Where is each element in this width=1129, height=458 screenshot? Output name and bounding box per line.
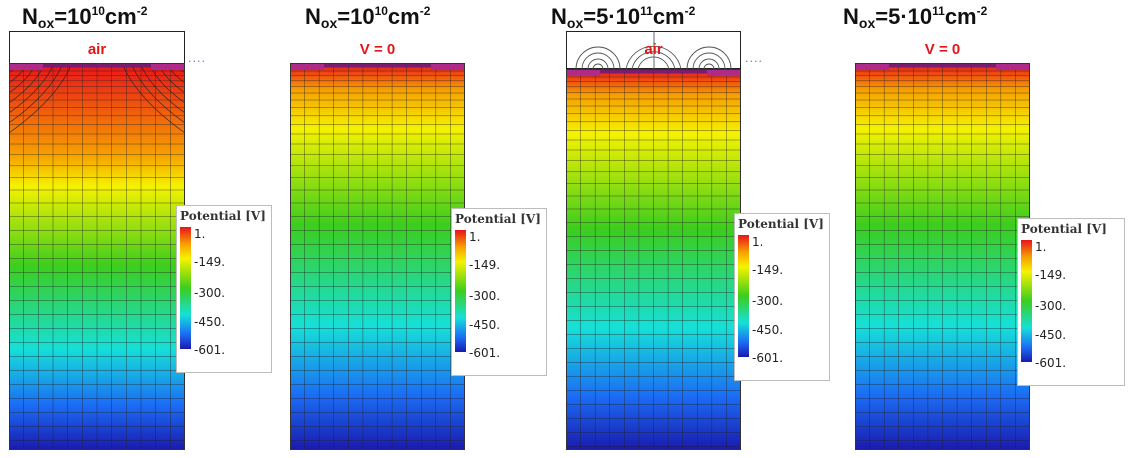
surface-oxide [855, 63, 1030, 67]
air-region-box-3 [566, 31, 741, 69]
air-region-box-1 [9, 31, 185, 64]
legend-tick: -601. [1035, 356, 1067, 370]
equals-value: =5·10 [583, 4, 641, 29]
panel-3-region-label: air [644, 41, 663, 58]
legend-tick: -149. [194, 255, 226, 269]
right-electrode [151, 63, 185, 70]
legend-tick: -300. [469, 289, 501, 303]
legend-tick: -149. [1035, 268, 1067, 282]
exponent: 10 [374, 4, 388, 18]
legend-tick: -149. [469, 258, 501, 272]
left-electrode [855, 63, 889, 70]
panel-2-region-label: V = 0 [359, 41, 396, 58]
legend-colorbar [1021, 240, 1032, 362]
potential-map-3 [566, 69, 741, 450]
legend-tick: -300. [194, 286, 226, 300]
potential-map-4 [855, 63, 1030, 450]
legend-tick: -450. [1035, 328, 1067, 342]
mesh-lines [855, 63, 1030, 450]
legend-colorbar [180, 227, 191, 349]
mesh-lines [9, 63, 185, 450]
n-subscript: ox [566, 15, 584, 31]
n-symbol: N [551, 4, 567, 29]
legend-tick: 1. [1035, 240, 1047, 254]
unit-exponent: -2 [684, 4, 696, 18]
unit: cm [652, 4, 685, 29]
legend-title: Potential [V] [455, 212, 541, 226]
unit-exponent: -2 [976, 4, 988, 18]
legend-colorbar [738, 235, 749, 357]
right-electrode [707, 69, 741, 76]
equals-value: =5·10 [875, 4, 933, 29]
legend-title: Potential [V] [1021, 222, 1107, 236]
legend-tick: 1. [469, 230, 481, 244]
panel-1-region-label: air [87, 41, 107, 58]
surface-oxide [566, 69, 741, 73]
equals-value: =10 [54, 4, 92, 29]
potential-legend-1: Potential [V] 1. -149. -300. -450. -601. [176, 205, 272, 373]
left-electrode [9, 63, 43, 70]
air-field-lines [575, 31, 732, 69]
legend-tick: -601. [752, 351, 784, 365]
panel-1-title: Nox=1010cm-2 [22, 4, 147, 31]
legend-tick: 1. [194, 227, 206, 241]
potential-legend-2: Potential [V] 1. -149. -300. -450. -601. [451, 208, 547, 376]
exponent: 11 [640, 4, 653, 18]
right-electrode [431, 63, 465, 70]
right-electrode [996, 63, 1030, 70]
unit: cm [387, 4, 420, 29]
legend-tick: 1. [752, 235, 764, 249]
n-symbol: N [305, 4, 321, 29]
potential-map-2 [290, 63, 465, 450]
potential-legend-3: Potential [V] 1. -149. -300. -450. -601. [734, 213, 830, 381]
n-symbol: N [843, 4, 859, 29]
panel-4-region-label: V = 0 [924, 41, 961, 58]
legend-tick: -300. [752, 294, 784, 308]
left-electrode [566, 69, 600, 76]
legend-tick: -450. [752, 323, 784, 337]
exponent: 11 [932, 4, 945, 18]
legend-tick: -149. [752, 263, 784, 277]
panel-3-title: Nox=5·1011cm-2 [551, 4, 695, 31]
unit-exponent: -2 [419, 4, 431, 18]
panel-4-title: Nox=5·1011cm-2 [843, 4, 987, 31]
legend-tick: -300. [1035, 299, 1067, 313]
legend-tick: -601. [469, 346, 501, 360]
potential-map-1 [9, 63, 185, 450]
n-subscript: ox [37, 15, 55, 31]
legend-title: Potential [V] [738, 217, 824, 231]
legend-tick: -450. [469, 318, 501, 332]
legend-tick: -601. [194, 343, 226, 357]
n-subscript: ox [320, 15, 338, 31]
boundary-dots-1: ···· [188, 55, 206, 68]
legend-tick: -450. [194, 315, 226, 329]
surface-oxide [9, 63, 185, 67]
mesh-lines [290, 63, 465, 450]
exponent: 10 [91, 4, 105, 18]
unit: cm [944, 4, 977, 29]
potential-legend-4: Potential [V] 1. -149. -300. -450. -601. [1017, 218, 1125, 386]
n-subscript: ox [858, 15, 876, 31]
surface-oxide [290, 63, 465, 67]
n-symbol: N [22, 4, 38, 29]
legend-colorbar [455, 230, 466, 352]
equals-value: =10 [337, 4, 375, 29]
panel-2-title: Nox=1010cm-2 [305, 4, 430, 31]
legend-title: Potential [V] [180, 209, 266, 223]
left-electrode [290, 63, 324, 70]
unit: cm [104, 4, 137, 29]
boundary-dots-3: ···· [745, 55, 763, 68]
unit-exponent: -2 [136, 4, 148, 18]
